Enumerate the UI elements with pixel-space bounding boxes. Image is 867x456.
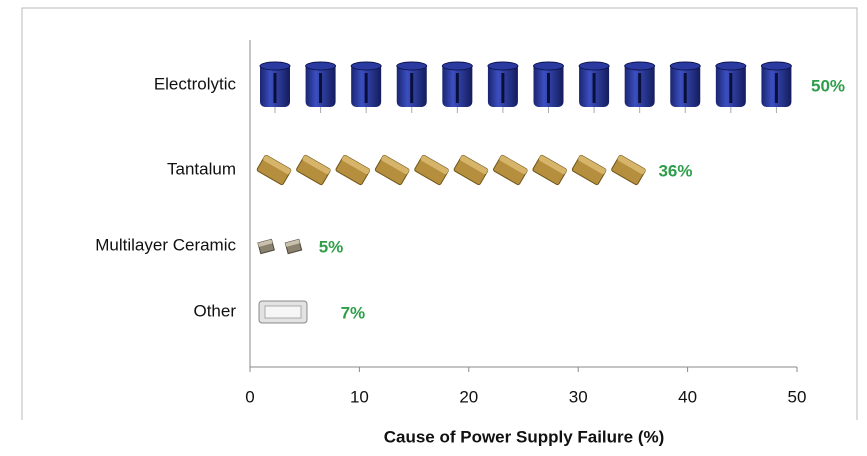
value-label: 36% (658, 161, 692, 180)
capacitor-top (716, 62, 746, 70)
bar (257, 155, 646, 186)
x-tick-label: 20 (459, 387, 478, 406)
y-tick-label: Electrolytic (154, 74, 237, 93)
y-tick-label: Other (193, 301, 236, 320)
x-tick-label: 50 (788, 387, 807, 406)
capacitor-top (488, 62, 518, 70)
capacitor-top (351, 62, 381, 70)
capacitor-top (534, 62, 564, 70)
other-inner (265, 306, 301, 318)
capacitor-top (670, 62, 700, 70)
capacitor-top (260, 62, 290, 70)
x-tick-label: 30 (569, 387, 588, 406)
y-tick-label: Multilayer Ceramic (95, 235, 236, 254)
x-axis-title: Cause of Power Supply Failure (%) (384, 427, 665, 446)
bar (258, 239, 302, 253)
capacitor-top (625, 62, 655, 70)
value-label: 5% (319, 237, 344, 256)
bar (259, 301, 307, 323)
capacitor-top (397, 62, 427, 70)
capacitor-top (442, 62, 472, 70)
value-label: 7% (341, 303, 366, 322)
capacitor-top (761, 62, 791, 70)
capacitor-top (579, 62, 609, 70)
bar (260, 62, 791, 113)
y-tick-label: Tantalum (167, 159, 236, 178)
capacitor-top (306, 62, 336, 70)
x-tick-label: 10 (350, 387, 369, 406)
chart: Cause of Power Supply Failure (%) 0 10 20 3… (0, 0, 867, 451)
value-label: 50% (811, 76, 845, 95)
page: {"chart_data": {"type": "bar", "orientat… (0, 0, 867, 456)
x-tick-label: 0 (245, 387, 254, 406)
x-tick-label: 40 (678, 387, 697, 406)
